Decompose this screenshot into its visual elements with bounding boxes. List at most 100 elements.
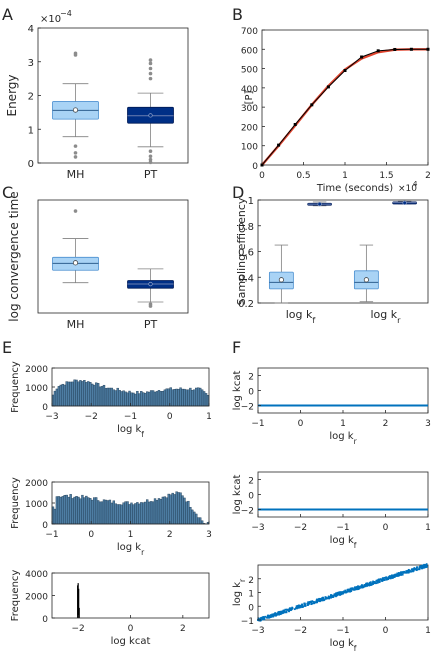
scatter-point (378, 580, 381, 582)
panel-e2-ytick-label: 0 (42, 521, 48, 531)
scatter-point (336, 592, 339, 595)
scatter-point (299, 604, 301, 607)
panel-e1-bar (179, 387, 182, 407)
scatter-point (407, 571, 410, 573)
mean-marker (72, 107, 79, 113)
panel-e2-bar (93, 497, 96, 525)
scatter-point (333, 593, 336, 596)
panel-f3-ylabel: log kr (232, 578, 247, 606)
panel-e2-bar (116, 504, 119, 525)
scatter-point (350, 590, 353, 592)
panel-e3-bar (78, 607, 80, 618)
scatter-point (272, 613, 275, 616)
panel-c-box (127, 268, 174, 308)
panel-f3-xlabel: log kf (330, 638, 357, 653)
scatter-point (287, 610, 290, 612)
panel-b-data-point (293, 123, 297, 126)
panel-e2-bar (118, 504, 121, 525)
panel-d-category-label: log kr (370, 308, 401, 325)
scatter-point (372, 583, 374, 585)
panel-e2-bar (114, 503, 117, 525)
panel-b-exponent-base: ×10 (398, 184, 417, 194)
panel-f1-xtick-label: −1 (251, 419, 264, 429)
panel-e1-bar (204, 393, 208, 407)
panel-e1-xlabel: log kf (117, 424, 144, 439)
scatter-point (278, 613, 281, 616)
panel-f1-xtick-label: 3 (425, 419, 431, 429)
scatter-point (273, 614, 276, 617)
scatter-point (284, 611, 287, 614)
panel-a-box (52, 51, 99, 159)
scatter-point (317, 599, 320, 602)
panel-e1-bar (122, 390, 125, 407)
panel-e1-bar (81, 381, 84, 407)
panel-b-xtick-label: 1.5 (379, 171, 393, 181)
scatter-point (282, 610, 285, 613)
panel-e1-bar (149, 390, 153, 407)
panel-e2-bar (57, 496, 61, 525)
scatter-point (321, 598, 324, 601)
panel-e2-bar (163, 496, 167, 525)
panel-e2-bar (59, 496, 63, 525)
panel-e2-bar (79, 498, 82, 525)
panel-e1-bar (53, 390, 57, 407)
scatter-point (351, 588, 354, 591)
panel-e2-bar (55, 496, 59, 525)
scatter-point (383, 576, 386, 579)
panel-b-data-point (277, 143, 281, 147)
scatter-point (374, 582, 377, 585)
scatter-point (264, 615, 267, 618)
panel-e1-bar (155, 391, 159, 407)
panel-e1-bar (59, 384, 63, 407)
panel-e2-bar (85, 495, 88, 525)
scatter-point (397, 574, 400, 577)
scatter-point (315, 600, 318, 603)
scatter-point (298, 606, 301, 609)
scatter-point (285, 608, 288, 611)
panel-e1-bar (108, 387, 112, 407)
panel-a-category-label: MH (67, 168, 85, 181)
panel-e3-bar (78, 588, 80, 618)
panel-e2-bar (153, 498, 157, 525)
panel-e1-bar (136, 391, 139, 407)
scatter-point (330, 594, 333, 597)
outlier-point (148, 66, 153, 71)
panel-e1-xtick-label: −3 (45, 412, 58, 422)
scatter-point (278, 610, 281, 613)
scatter-point (344, 591, 346, 594)
panel-e2-bar (130, 502, 133, 525)
scatter-point (284, 608, 287, 611)
panel-e2-bar (187, 500, 190, 525)
panel-e2-bar (185, 501, 188, 525)
panel-e3-xlabel: log kcat (111, 636, 151, 647)
panel-label-e: E (2, 338, 12, 357)
panel-e1-bar (73, 379, 76, 407)
panel-e1-bar (163, 389, 167, 407)
scatter-point (383, 579, 386, 581)
scatter-point (360, 584, 363, 587)
panel-e2-bar (67, 496, 70, 525)
scatter-point (297, 604, 299, 607)
scatter-point (265, 616, 268, 619)
scatter-point (330, 595, 333, 598)
panel-e2-bar (200, 520, 204, 525)
scatter-point (268, 615, 270, 617)
scatter-point (349, 590, 352, 593)
scatter-point (355, 588, 358, 591)
scatter-point (421, 564, 424, 567)
panel-e1-bar (75, 379, 78, 407)
panel-e1-bar (114, 390, 117, 407)
panel-f3-xtick-label: −3 (251, 626, 264, 636)
panel-e1-bar (177, 388, 180, 407)
scatter-point (356, 586, 358, 588)
scatter-point (306, 602, 309, 605)
panel-e2-bar (167, 493, 170, 525)
scatter-point (406, 571, 409, 574)
scatter-point (397, 572, 400, 574)
scatter-point (262, 618, 265, 621)
scatter-point (406, 570, 409, 572)
mean-marker (148, 113, 153, 118)
scatter-point (263, 616, 266, 619)
panel-e2-bar (195, 513, 198, 525)
panel-e2-bar (73, 496, 76, 525)
